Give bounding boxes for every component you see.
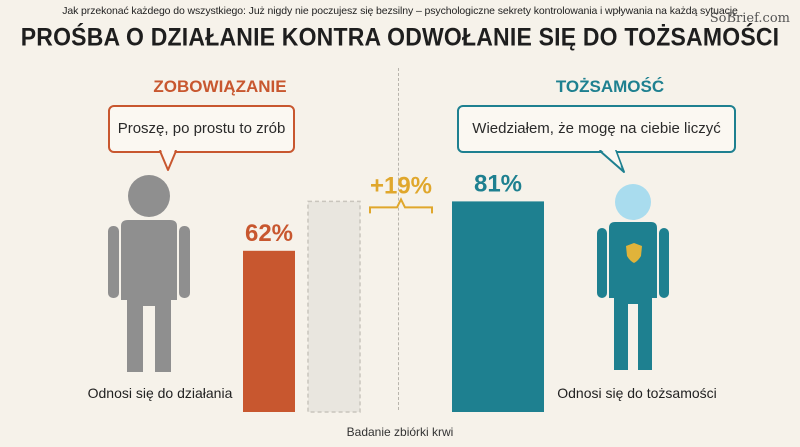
bar-label-identity: 81% (474, 170, 522, 197)
watermark: SoBrief.com (709, 11, 790, 26)
badge-icon (626, 243, 642, 263)
person-teal-badge-icon (597, 184, 669, 370)
person-gray-icon (108, 175, 190, 372)
right-caption: Odnosi się do tożsamości (557, 385, 717, 401)
difference-bracket (369, 197, 433, 214)
center-divider (398, 68, 399, 410)
right-speech-bubble: Wiedziałem, że mogę na ciebie liczyć (457, 105, 736, 153)
left-heading: ZOBOWIĄZANIE (153, 77, 287, 96)
right-bubble-tail-cover (601, 150, 621, 166)
bar-label-action: 62% (245, 220, 293, 247)
left-bubble-tail-cover (161, 150, 175, 166)
page-title: PROŚBA O DZIAŁANIE KONTRA ODWOŁANIE SIĘ … (20, 22, 780, 51)
bar-action (243, 250, 295, 412)
subtitle: Jak przekonać każdego do wszystkiego: Ju… (62, 5, 738, 17)
bar-identity (452, 201, 544, 412)
ghost-bar (307, 200, 361, 413)
right-heading: TOŻSAMOŚĆ (555, 77, 665, 96)
footer-source: Badanie zbiórki krwi (346, 425, 454, 439)
difference-label: +19% (370, 172, 432, 199)
left-caption: Odnosi się do działania (87, 385, 233, 401)
left-speech-bubble: Proszę, po prostu to zrób (108, 105, 295, 153)
